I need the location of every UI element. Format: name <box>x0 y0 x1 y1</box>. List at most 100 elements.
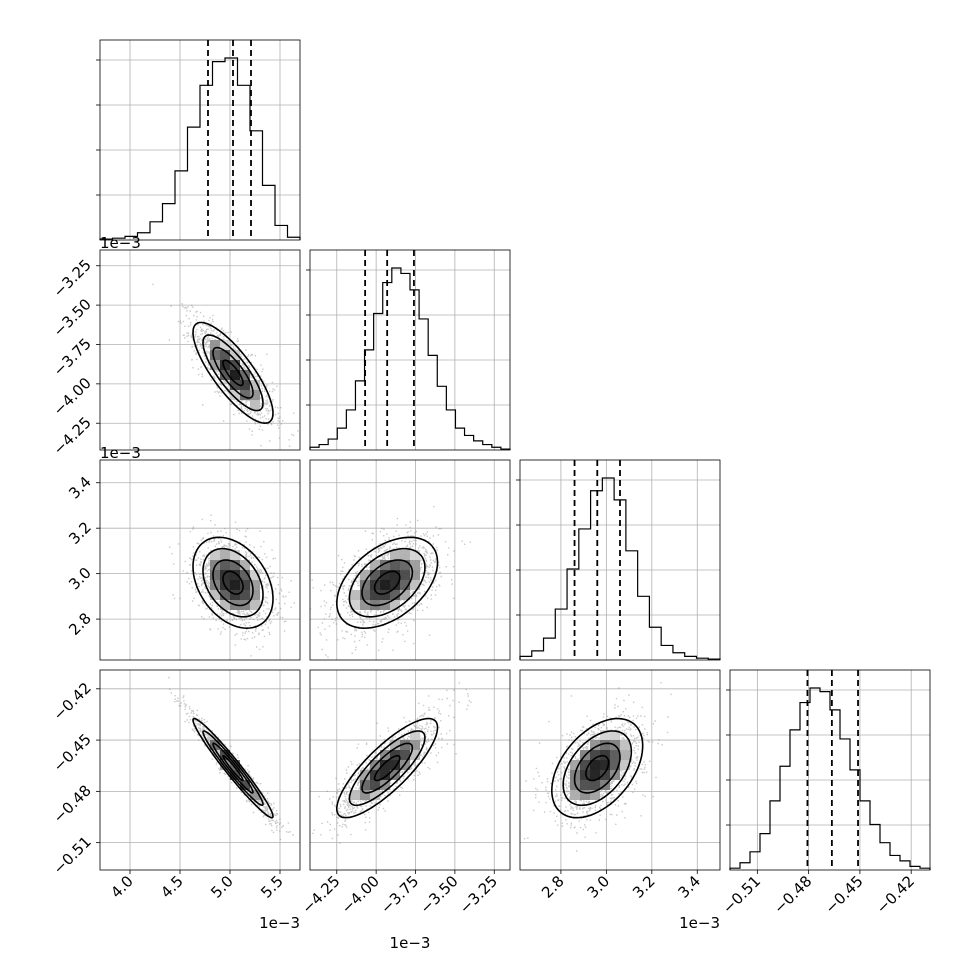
scatter-1-3-density-cell <box>230 560 240 570</box>
scatter-3-4-contour-1 <box>585 754 610 782</box>
scatter-1-2-density-cell <box>230 370 240 380</box>
scatter-1-2-density-cell <box>240 370 250 380</box>
y-tick-label-2: −3.75 <box>50 335 95 380</box>
scatter-1-2-density-cell <box>240 390 250 400</box>
scatter-1-2-density-cell <box>210 360 220 370</box>
scatter-2-4-contour-3 <box>348 730 426 807</box>
hist-panel-1 <box>96 39 301 241</box>
hist-panel-3 <box>516 459 721 661</box>
scatter-3-4-density-cell <box>570 760 580 770</box>
y-tick-label-3: 2.8 <box>65 609 95 639</box>
scatter-3-4-density-cell <box>590 750 600 760</box>
x-tick-label-2: −4.25 <box>298 872 343 917</box>
scatter-1-2-density-cell <box>240 380 250 390</box>
hist-2-step <box>309 267 511 450</box>
scatter-2-4-density-cell <box>390 760 400 770</box>
x-tick-label-2: −3.50 <box>416 872 461 917</box>
scatter-2-3-density-cell <box>400 570 410 580</box>
scatter-1-2-density-cell <box>250 380 260 390</box>
scatter-2-3-content <box>310 460 510 660</box>
scatter-2-4-density-cell <box>400 750 410 760</box>
x-tick-label-3: 3.0 <box>584 872 614 902</box>
scatter-2-4-density-cell <box>360 780 370 790</box>
scatter-3-4-contour-3 <box>562 730 633 807</box>
scatter-3-4-density-cell <box>610 760 620 770</box>
scatter-3-4-density-cell <box>610 750 620 760</box>
scatter-1-3-density-cell <box>230 580 240 590</box>
scatter-1-2-contour-3 <box>202 334 264 412</box>
scatter-1-4-content <box>100 670 300 870</box>
scatter-2-4-density-cell <box>410 750 420 760</box>
hist-1-step <box>99 57 301 240</box>
scatter-2-3-contour-4 <box>335 536 439 630</box>
scatter-1-4-density-cell <box>220 750 230 760</box>
scatter-3-4-density-cell <box>590 740 600 750</box>
scatter-1-4-density-cell <box>230 770 240 780</box>
x-offset-label-2: 1e−3 <box>390 934 431 952</box>
scatter-1-3-density-cell <box>240 570 250 580</box>
scatter-1-3-density-cell <box>210 550 220 560</box>
scatter-1-4-frame <box>99 669 301 871</box>
scatter-2-4-frame <box>309 669 511 871</box>
x-offset-label-3: 1e−3 <box>679 914 720 932</box>
scatter-1-3-density-cell <box>250 600 260 610</box>
scatter-2-3-density-cell <box>410 580 420 590</box>
hist-2-frame <box>309 249 511 451</box>
scatter-1-3-density-cell <box>250 570 260 580</box>
scatter-2-3-density-cell <box>410 570 420 580</box>
scatter-1-4-density-cell <box>210 740 220 750</box>
scatter-2-4-density-cell <box>370 790 380 800</box>
scatter-2-3-density-cell <box>400 550 410 560</box>
x-tick-label-1: 4.0 <box>107 872 137 902</box>
hist-4-step <box>729 687 931 870</box>
scatter-1-3-density-cell <box>240 580 250 590</box>
scatter-3-4-density-cell <box>610 770 620 780</box>
scatter-2-4-contour-2 <box>361 742 414 794</box>
scatter-2-3-density-cell <box>400 590 410 600</box>
hist-panel-4 <box>726 669 931 871</box>
scatter-2-3-density-cell <box>390 590 400 600</box>
x-tick-label-2: −3.25 <box>456 872 501 917</box>
scatter-2-3-density-cell <box>400 560 410 570</box>
x-tick-label-3: 3.2 <box>629 872 659 902</box>
scatter-1-2-density-cell <box>250 400 260 410</box>
scatter-1-4-points <box>168 676 294 840</box>
scatter-3-4-density-cell <box>580 770 590 780</box>
y-tick-label-3: 3.4 <box>65 473 95 503</box>
scatter-1-4-density-cell <box>240 780 250 790</box>
y-tick-label-2: −4.00 <box>50 374 95 419</box>
scatter-3-4-density-cell <box>600 740 610 750</box>
scatter-2-4-density-cell <box>390 750 400 760</box>
scatter-3-4-density-cell <box>620 740 630 750</box>
scatter-1-2-density-cell <box>230 380 240 390</box>
scatter-3-4-density-cell <box>600 770 610 780</box>
scatter-1-3-contour-4 <box>192 536 274 630</box>
scatter-3-4-density-cell <box>590 780 600 790</box>
scatter-3-4-density-cell <box>620 750 630 760</box>
y-tick-label-3: 3.2 <box>65 518 95 548</box>
scatter-3-4-density-cell <box>600 760 610 770</box>
x-tick-label-2: −4.00 <box>338 872 383 917</box>
scatter-2-3-density-cell <box>390 580 400 590</box>
scatter-1-3-density-cell <box>230 550 240 560</box>
scatter-1-2-density-cell <box>230 350 240 360</box>
scatter-1-3-density-cell <box>230 570 240 580</box>
scatter-2-4-density-cell <box>390 740 400 750</box>
scatter-1-2-density-cell <box>210 340 220 350</box>
x-tick-label-1: 5.5 <box>257 872 287 902</box>
x-offset-label-1: 1e−3 <box>259 914 300 932</box>
y-tick-label-2: −3.50 <box>50 295 95 340</box>
scatter-3-4-density-cell <box>590 760 600 770</box>
scatter-2-3-density-cell <box>350 600 360 610</box>
y-tick-label-4: −0.48 <box>50 781 95 826</box>
scatter-2-4-density-cell <box>360 770 370 780</box>
hist-3-frame <box>519 459 721 661</box>
scatter-1-4-contour-1 <box>222 754 244 782</box>
scatter-2-3-density-cell <box>380 590 390 600</box>
scatter-3-4-density-cell <box>600 750 610 760</box>
scatter-2-4-density-cell <box>410 740 420 750</box>
scatter-1-3-contour-2 <box>212 559 254 607</box>
scatter-2-3-density-cell <box>380 570 390 580</box>
scatter-1-2-density-cell <box>220 360 230 370</box>
